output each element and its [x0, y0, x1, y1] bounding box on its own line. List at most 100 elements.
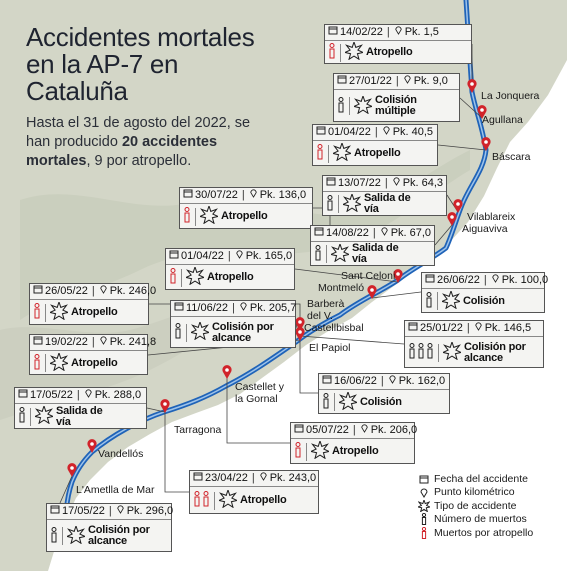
accident-pk: Pk. 100,0 [501, 274, 549, 286]
legend-pk-label: Punto kilométrico [434, 486, 515, 499]
legend-date: Fecha del accidente [418, 472, 533, 486]
leader-line [299, 340, 318, 394]
location-pin-icon [394, 25, 403, 40]
person-icon [417, 343, 425, 362]
separator: | [251, 472, 255, 484]
person-red-icon [33, 353, 41, 373]
calendar-icon [408, 321, 418, 336]
location-pin-icon [360, 423, 369, 438]
person-icon [418, 513, 430, 526]
deaths-count [294, 442, 302, 461]
accident-date: 23/04/22 [205, 472, 248, 484]
accident-date: 30/07/22 [195, 189, 238, 201]
separator: | [374, 126, 378, 138]
accident-card: 13/07/22 | Pk. 64,3 Salida de vía [322, 175, 447, 216]
deaths-count [33, 303, 41, 322]
accident-pk: Pk. 67,0 [390, 227, 432, 239]
accident-date: 25/01/22 [420, 322, 463, 334]
location-pin-icon [99, 284, 108, 299]
divider [306, 442, 307, 461]
accident-card: 19/02/22 | Pk. 241,8 Atropello [29, 334, 156, 375]
accident-card: 05/07/22 | Pk. 206,0 Atropello [290, 422, 417, 464]
subtitle-bold: 20 accidentes mortales [26, 134, 218, 169]
leader-line [434, 224, 453, 246]
location-pin-icon [491, 273, 500, 288]
location-pin-icon [474, 321, 483, 336]
divider [181, 268, 182, 287]
crash-burst-icon [33, 404, 55, 427]
location-marker-icon [295, 327, 305, 341]
legend-type-label: Tipo de accidente [434, 499, 517, 512]
accident-card: 14/08/22 | Pk. 67,0 Salida de vía [310, 225, 435, 266]
separator: | [466, 322, 470, 334]
divider [186, 323, 187, 342]
accident-date: 26/06/22 [437, 274, 480, 286]
place-la-jonquera: La Jonquera [481, 90, 540, 102]
calendar-icon [418, 474, 430, 484]
accident-pk: Pk. 205,7 [249, 302, 297, 314]
separator: | [372, 227, 376, 239]
divider [326, 245, 327, 263]
location-pin-icon [388, 374, 397, 389]
deaths-count [328, 43, 336, 62]
crash-burst-icon [329, 241, 351, 265]
location-pin-icon [235, 249, 244, 264]
divider [340, 43, 341, 62]
leader-line [459, 97, 483, 119]
location-pin-icon [249, 188, 258, 203]
person-icon [426, 343, 434, 362]
crash-burst-icon [184, 265, 206, 288]
person-icon [326, 194, 334, 214]
crash-burst-icon [65, 523, 87, 547]
leader-line [437, 144, 487, 151]
location-pin-icon [259, 471, 268, 486]
accident-card: 01/04/22 | Pk. 40,5 Atropello [312, 124, 438, 166]
deaths-count [193, 491, 210, 510]
accident-pk: Pk. 146,5 [484, 322, 532, 334]
person-icon [425, 291, 433, 311]
accident-card: 26/05/22 | Pk. 246,0 Atropello [29, 283, 156, 325]
deaths-count [322, 392, 330, 412]
map-title: Accidentes mortales en la AP-7 en Catalu… [26, 22, 255, 106]
accident-pk: Pk. 243,0 [269, 472, 317, 484]
separator: | [108, 505, 112, 517]
leader-line [164, 412, 189, 493]
legend-deaths: Número de muertos [418, 513, 533, 527]
deaths-count [18, 407, 26, 426]
legend-type: Tipo de accidente [418, 499, 533, 513]
location-pin-icon [84, 388, 93, 403]
location-marker-icon [453, 199, 463, 213]
place-aiguaviva: Aiguaviva [462, 223, 508, 235]
accident-card: 23/04/22 | Pk. 243,0 Atropello [189, 470, 319, 514]
accident-pk: Pk. 64,3 [402, 177, 444, 189]
person-icon [18, 407, 26, 426]
accident-date: 19/02/22 [45, 336, 88, 348]
map-subtitle: Hasta el 31 de agosto del 2022, se han p… [26, 114, 256, 171]
divider [438, 343, 439, 362]
calendar-icon [18, 388, 28, 403]
accident-card: 25/01/22 | Pk. 146,5 Colisión por alcance [404, 320, 544, 368]
place-sant-celoni: Sant Celoni [341, 270, 396, 282]
deaths-count [314, 244, 322, 264]
person-red-icon [328, 43, 336, 62]
subtitle-text-1: Hasta el 31 de agosto del 2022, se han p… [26, 115, 251, 150]
legend-deaths-label: Número de muertos [434, 513, 527, 526]
accident-date: 27/01/22 [349, 75, 392, 87]
location-pin-icon [380, 226, 389, 241]
legend-pedestrian-label: Muertos por atropello [434, 526, 534, 539]
crash-burst-icon [418, 499, 430, 512]
accident-date: 01/04/22 [328, 126, 371, 138]
subtitle-text-2: , 9 por atropello. [86, 153, 192, 169]
crash-burst-icon [189, 320, 211, 343]
accident-pk: Pk. 246,0 [109, 285, 157, 297]
place-el-papiol: El Papiol [309, 342, 351, 354]
accident-card: 01/04/22 | Pk. 165,0 Atropello [165, 248, 295, 290]
person-red-icon [33, 303, 41, 322]
divider [45, 303, 46, 322]
accident-type: Colisión por alcance [88, 524, 150, 547]
separator: | [380, 375, 384, 387]
location-marker-icon [393, 269, 403, 283]
person-icon [50, 526, 58, 546]
location-marker-icon [67, 463, 77, 477]
accident-type: Colisión [463, 294, 505, 307]
